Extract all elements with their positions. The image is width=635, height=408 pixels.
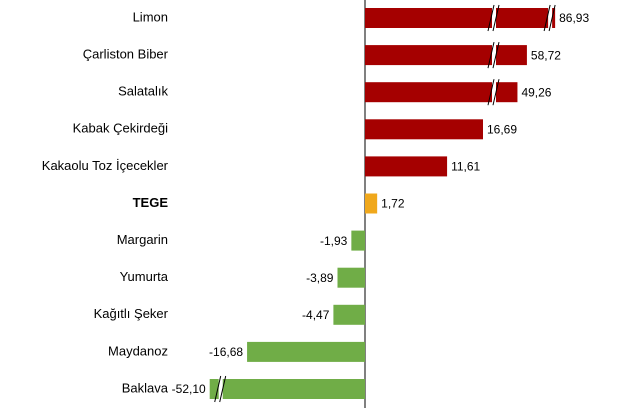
axis-break-mark xyxy=(492,41,500,69)
axis-break-gap xyxy=(218,377,223,401)
axis-break-mark xyxy=(219,375,227,403)
axis-break-gap xyxy=(548,6,553,30)
value-label: 58,72 xyxy=(531,48,561,62)
bar xyxy=(365,82,518,103)
value-label: 86,93 xyxy=(559,11,589,25)
value-label: -52,10 xyxy=(172,382,206,396)
category-label: Çarliston Biber xyxy=(83,47,169,62)
bar xyxy=(365,193,378,214)
value-label: -1,93 xyxy=(320,234,348,248)
axis-break-gap xyxy=(492,80,496,105)
value-label: 49,26 xyxy=(521,85,551,99)
category-label: Limon xyxy=(133,9,168,24)
value-label: -3,89 xyxy=(306,271,334,285)
axis-break-mark xyxy=(487,79,495,106)
bar xyxy=(337,267,365,288)
axis-break-gap xyxy=(492,43,496,68)
bar xyxy=(365,45,527,66)
bar xyxy=(247,341,365,362)
bar xyxy=(333,304,365,325)
value-label: 1,72 xyxy=(381,197,405,211)
category-label: TEGE xyxy=(133,195,169,210)
axis-break-mark xyxy=(548,4,556,32)
value-label: -16,68 xyxy=(209,345,243,359)
category-label: Baklava xyxy=(122,380,169,395)
axis-break-mark xyxy=(492,4,500,32)
category-label: Margarin xyxy=(117,232,168,247)
category-label: Kağıtlı Şeker xyxy=(94,306,169,321)
bar xyxy=(351,230,365,251)
axis-break-mark xyxy=(487,4,495,32)
category-label: Yumurta xyxy=(120,269,169,284)
bar xyxy=(365,8,556,28)
value-label: 16,69 xyxy=(487,122,517,136)
axis-break-mark xyxy=(492,79,500,106)
value-label: -4,47 xyxy=(302,308,330,322)
bar xyxy=(365,156,448,177)
value-label: 11,61 xyxy=(451,160,480,174)
axis-break-gap xyxy=(492,6,496,30)
axis-break-mark xyxy=(487,41,495,69)
category-label: Salatalık xyxy=(118,84,168,99)
axis-break-mark xyxy=(543,4,551,32)
category-label: Maydanoz xyxy=(108,343,168,358)
category-label: Kabak Çekirdeği xyxy=(73,121,168,136)
bar xyxy=(209,379,365,399)
bar xyxy=(365,119,483,140)
axis-break-mark xyxy=(214,375,222,403)
category-label: Kakaolu Toz İçecekler xyxy=(42,158,169,173)
